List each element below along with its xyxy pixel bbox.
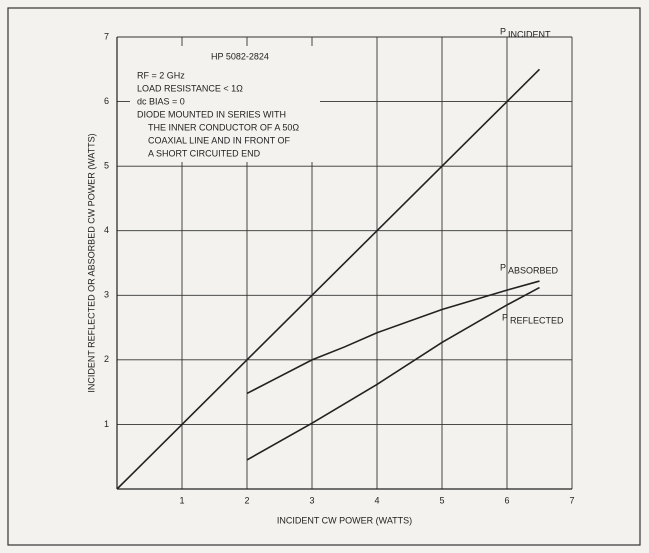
annotation-line: DIODE MOUNTED IN SERIES WITH [137, 109, 286, 119]
series-label: P [502, 312, 508, 322]
annotation-line: LOAD RESISTANCE < 1Ω [137, 83, 243, 93]
x-axis-label: INCIDENT CW POWER (WATTS) [277, 515, 412, 525]
annotation-line: THE INNER CONDUCTOR OF A 50Ω [148, 122, 299, 132]
y-tick-label: 6 [104, 96, 109, 106]
y-tick-label: 4 [104, 225, 109, 235]
y-tick-label: 7 [104, 31, 109, 41]
y-tick-label: 3 [104, 290, 109, 300]
x-tick-label: 4 [374, 495, 379, 505]
series-label-subscript: ABSORBED [508, 265, 559, 275]
annotation-bg [130, 46, 320, 162]
annotation-line: RF = 2 GHz [137, 70, 185, 80]
y-tick-label: 2 [104, 354, 109, 364]
x-tick-label: 1 [179, 495, 184, 505]
x-tick-label: 7 [569, 495, 574, 505]
series-label: P [500, 262, 506, 272]
series-line [246, 286, 540, 461]
x-tick-label: 5 [439, 495, 444, 505]
x-tick-label: 6 [504, 495, 509, 505]
series-label: P [500, 26, 506, 36]
series-line [116, 68, 541, 490]
x-tick-label: 3 [309, 495, 314, 505]
annotation-line: A SHORT CIRCUITED END [148, 148, 261, 158]
series-label-subscript: INCIDENT [508, 29, 551, 39]
annotation-line: HP 5082-2824 [211, 51, 269, 61]
series-line [246, 280, 540, 395]
x-tick-label: 2 [244, 495, 249, 505]
y-axis-label: INCIDENT REFLECTED OR ABSORBED CW POWER … [86, 133, 96, 392]
frame [7, 7, 641, 546]
y-tick-label: 1 [104, 419, 109, 429]
annotation-line: COAXIAL LINE AND IN FRONT OF [148, 135, 291, 145]
series-label-subscript: REFLECTED [510, 315, 564, 325]
annotation-line: dc BIAS = 0 [137, 96, 185, 106]
y-tick-label: 5 [104, 161, 109, 171]
